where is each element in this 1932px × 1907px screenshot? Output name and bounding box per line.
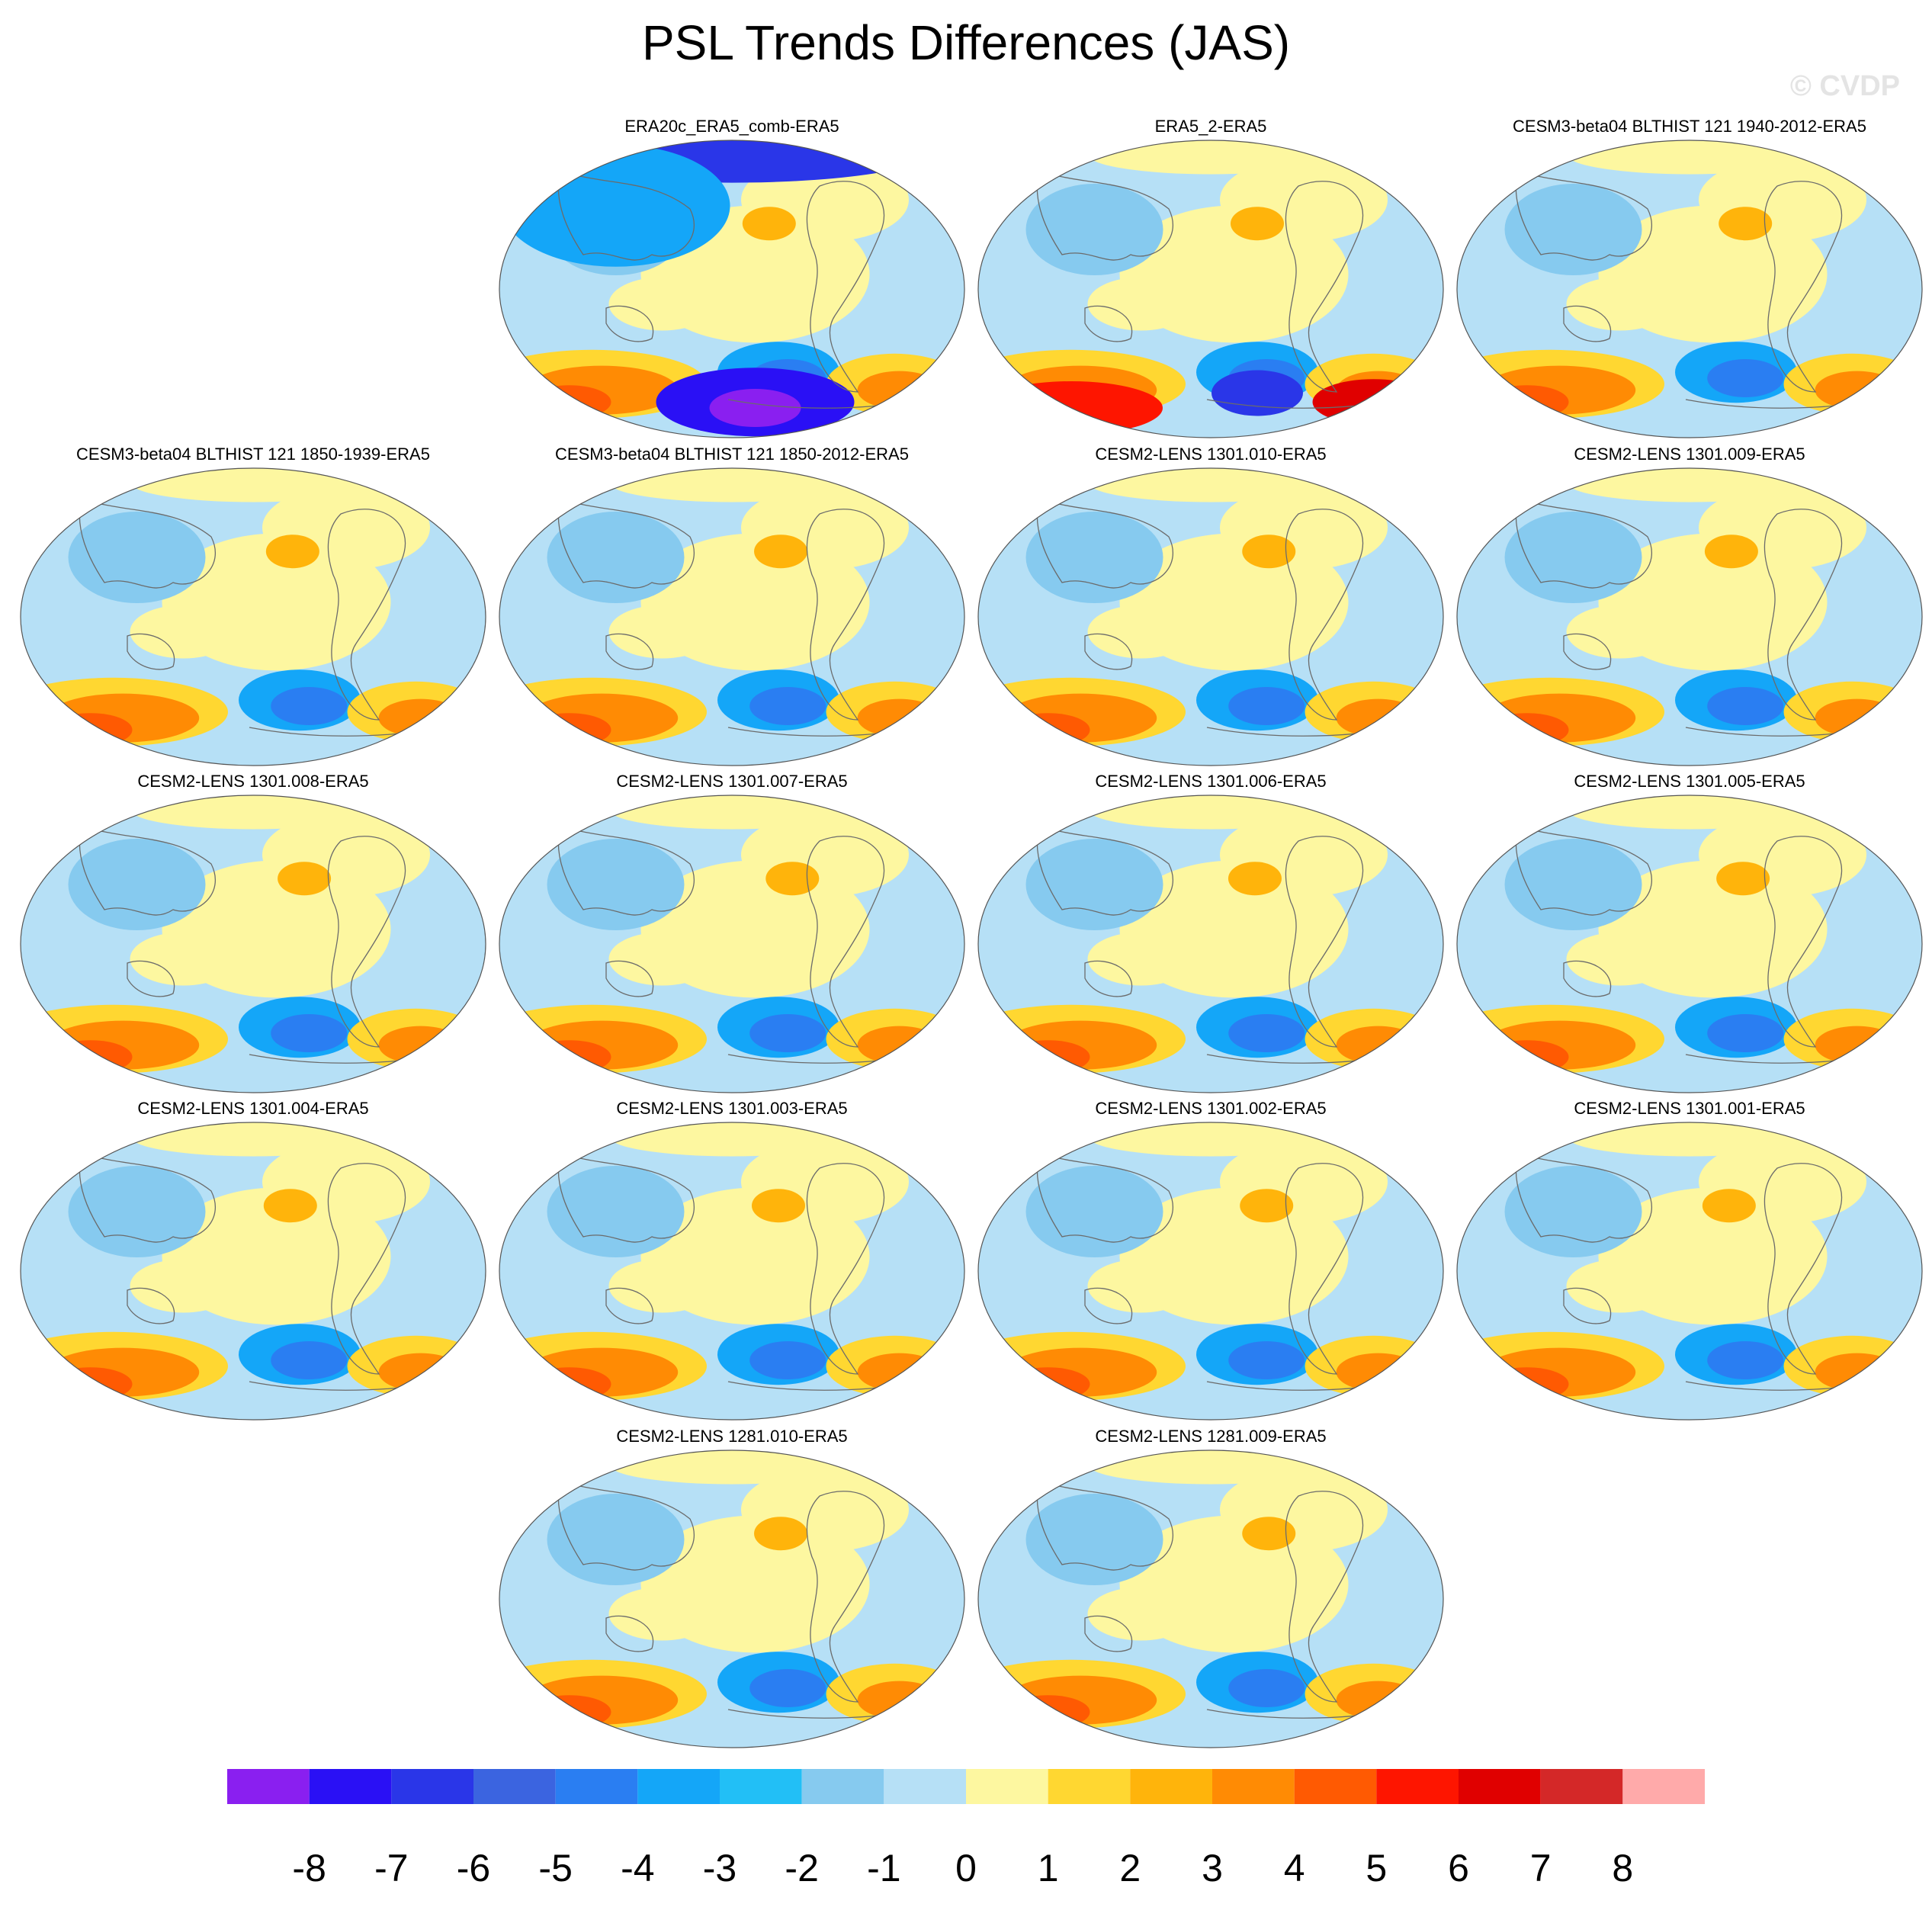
panel-title: CESM2-LENS 1301.004-ERA5 <box>137 1099 369 1118</box>
map-panel: CESM3-beta04 BLTHIST 121 1940-2012-ERA5 <box>1449 116 1930 444</box>
world-map <box>499 467 965 766</box>
colorbar-tick-label: 7 <box>1529 1847 1552 1889</box>
colorbar-swatch <box>1130 1769 1212 1804</box>
colorbar-tick-label: 2 <box>1119 1847 1141 1889</box>
world-map <box>499 1450 965 1748</box>
panel-title: ERA5_2-ERA5 <box>1154 117 1267 136</box>
colorbar-swatch <box>966 1769 1048 1804</box>
map-panel: CESM2-LENS 1301.009-ERA5 <box>1449 444 1930 772</box>
cvdp-watermark: © CVDP <box>1789 70 1900 102</box>
world-map <box>977 467 1444 766</box>
chart-title: PSL Trends Differences (JAS) <box>641 15 1291 70</box>
colorbar-swatch <box>801 1769 884 1804</box>
colorbar-tick-label: 0 <box>955 1847 977 1889</box>
world-map <box>20 1122 486 1421</box>
world-map <box>1456 1122 1923 1421</box>
colorbar-tick-label: 5 <box>1366 1847 1388 1889</box>
colorbar-swatch <box>309 1769 392 1804</box>
panel-title: CESM2-LENS 1301.002-ERA5 <box>1095 1099 1327 1118</box>
map-panel: ERA5_2-ERA5 <box>971 116 1451 444</box>
colorbar-swatch <box>1459 1769 1541 1804</box>
colorbar-tick-label: -2 <box>785 1847 819 1889</box>
colorbar-tick-label: -5 <box>538 1847 573 1889</box>
panel-title: CESM2-LENS 1301.008-ERA5 <box>137 772 369 791</box>
panel-title: CESM2-LENS 1301.003-ERA5 <box>616 1099 848 1118</box>
world-map <box>977 1122 1444 1421</box>
map-panel: CESM2-LENS 1281.010-ERA5 <box>492 1426 972 1754</box>
colorbar-swatch <box>884 1769 966 1804</box>
map-panel: CESM2-LENS 1301.010-ERA5 <box>971 444 1451 772</box>
map-panel: CESM3-beta04 BLTHIST 121 1850-2012-ERA5 <box>492 444 972 772</box>
panel-title: CESM2-LENS 1301.006-ERA5 <box>1095 772 1327 791</box>
map-panel: CESM2-LENS 1301.001-ERA5 <box>1449 1098 1930 1426</box>
panel-title: CESM2-LENS 1301.007-ERA5 <box>616 772 848 791</box>
colorbar-tick-label: -4 <box>621 1847 655 1889</box>
colorbar-swatch <box>1376 1769 1459 1804</box>
colorbar-swatch <box>227 1769 310 1804</box>
colorbar-tick-label: 6 <box>1448 1847 1469 1889</box>
world-map <box>1456 795 1923 1093</box>
world-map <box>1456 467 1923 766</box>
panel-title: CESM3-beta04 BLTHIST 121 1850-2012-ERA5 <box>555 445 909 464</box>
map-panel: CESM2-LENS 1301.005-ERA5 <box>1449 771 1930 1099</box>
panel-title: ERA20c_ERA5_comb-ERA5 <box>624 117 839 136</box>
world-map <box>977 795 1444 1093</box>
world-map <box>499 795 965 1093</box>
map-panel: CESM2-LENS 1281.009-ERA5 <box>971 1426 1451 1754</box>
world-map <box>20 467 486 766</box>
panel-title: CESM2-LENS 1301.009-ERA5 <box>1574 445 1805 464</box>
panel-title: CESM2-LENS 1281.010-ERA5 <box>616 1427 848 1446</box>
world-map <box>499 1122 965 1421</box>
panel-title: CESM2-LENS 1281.009-ERA5 <box>1095 1427 1327 1446</box>
colorbar-swatch <box>1622 1769 1705 1804</box>
colorbar-tick-label: -1 <box>867 1847 901 1889</box>
colorbar-swatch <box>1212 1769 1295 1804</box>
colorbar-swatch <box>1048 1769 1131 1804</box>
map-panel: CESM3-beta04 BLTHIST 121 1850-1939-ERA5 <box>13 444 493 772</box>
colorbar-swatch <box>555 1769 638 1804</box>
panel-title: CESM2-LENS 1301.005-ERA5 <box>1574 772 1805 791</box>
world-map <box>499 140 965 438</box>
colorbar-swatch <box>1294 1769 1377 1804</box>
colorbar-tick-label: -3 <box>702 1847 737 1889</box>
colorbar-tick-label: -6 <box>456 1847 491 1889</box>
panel-title: CESM3-beta04 BLTHIST 121 1850-1939-ERA5 <box>76 445 430 464</box>
map-panel: ERA20c_ERA5_comb-ERA5 <box>492 116 972 444</box>
world-map <box>977 140 1444 438</box>
map-panel: CESM2-LENS 1301.007-ERA5 <box>492 771 972 1099</box>
colorbar-tick-label: 4 <box>1283 1847 1305 1889</box>
map-panel: CESM2-LENS 1301.008-ERA5 <box>13 771 493 1099</box>
colorbar-tick-label: 3 <box>1202 1847 1223 1889</box>
world-map <box>20 795 486 1093</box>
world-map <box>977 1450 1444 1748</box>
panel-title: CESM2-LENS 1301.010-ERA5 <box>1095 445 1327 464</box>
colorbar-tick-label: 8 <box>1612 1847 1634 1889</box>
colorbar-swatch <box>720 1769 802 1804</box>
world-map <box>1456 140 1923 438</box>
colorbar-tick-label: 1 <box>1037 1847 1059 1889</box>
panel-title: CESM2-LENS 1301.001-ERA5 <box>1574 1099 1805 1118</box>
map-panel: CESM2-LENS 1301.002-ERA5 <box>971 1098 1451 1426</box>
map-panel: CESM2-LENS 1301.003-ERA5 <box>492 1098 972 1426</box>
panel-title: CESM3-beta04 BLTHIST 121 1940-2012-ERA5 <box>1513 117 1866 136</box>
colorbar-tick-label: -8 <box>292 1847 326 1889</box>
colorbar-swatch <box>473 1769 556 1804</box>
colorbar-tick-label: -7 <box>374 1847 409 1889</box>
colorbar-swatch <box>391 1769 473 1804</box>
colorbar-swatch <box>1540 1769 1623 1804</box>
map-panel: CESM2-LENS 1301.006-ERA5 <box>971 771 1451 1099</box>
colorbar <box>227 1769 1705 1804</box>
map-panel: CESM2-LENS 1301.004-ERA5 <box>13 1098 493 1426</box>
colorbar-labels: -8 -7 -6 -5 -4 -3 -2 -1 0 1 2 3 4 5 6 7 8 <box>0 1845 1932 1899</box>
colorbar-swatch <box>637 1769 720 1804</box>
